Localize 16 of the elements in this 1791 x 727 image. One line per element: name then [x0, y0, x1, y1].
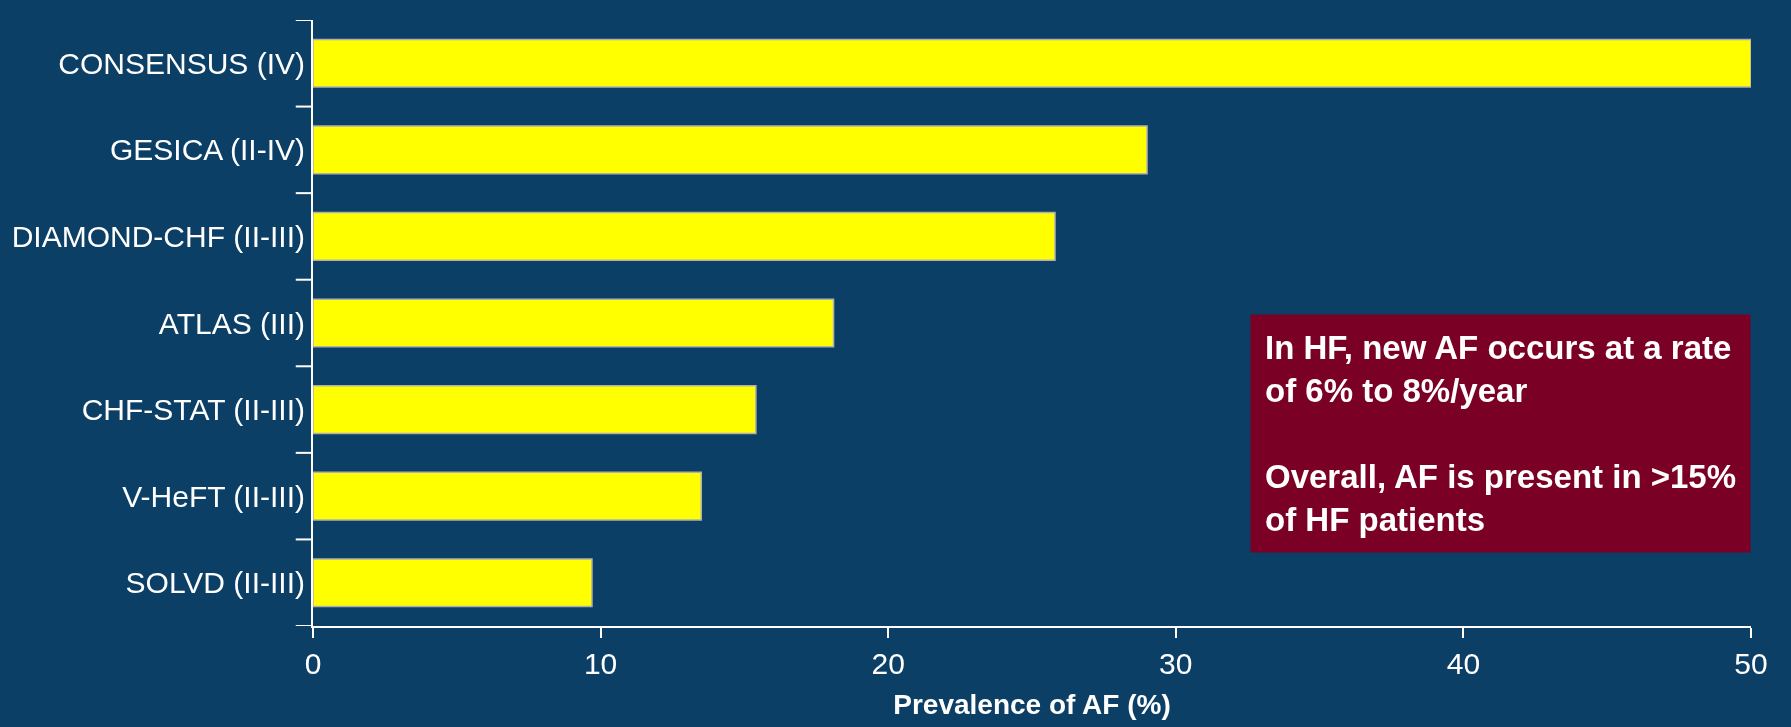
x-tick-label: 0 — [304, 647, 322, 680]
annotation: Overall, AF is present in >15% of HF patients — [1265, 457, 1737, 538]
y-tick-label: CHF-STAT (II-III) — [81, 393, 305, 427]
y-tick-label: V-HeFT (II-III) — [122, 479, 305, 513]
x-tick-label: 30 — [1159, 647, 1193, 680]
y-tick-label: DIAMOND-CHF (II-III) — [11, 219, 305, 253]
x-axis-title: Prevalence of AF (%) — [893, 688, 1171, 720]
y-tick-label: ATLAS (III) — [158, 306, 305, 340]
y-tick-label: SOLVD (II-III) — [125, 566, 305, 600]
x-tick-label: 40 — [1446, 647, 1481, 680]
x-tick-label: 50 — [1734, 647, 1768, 680]
annotation: In HF, new AF occurs at a rate of 6% to 8%/year — [1265, 329, 1732, 409]
x-tick-label: 20 — [871, 647, 905, 680]
x-tick-label: 10 — [583, 647, 618, 680]
y-tick-label: GESICA (II-IV) — [109, 133, 305, 167]
y-tick-label: CONSENSUS (IV) — [58, 46, 305, 80]
